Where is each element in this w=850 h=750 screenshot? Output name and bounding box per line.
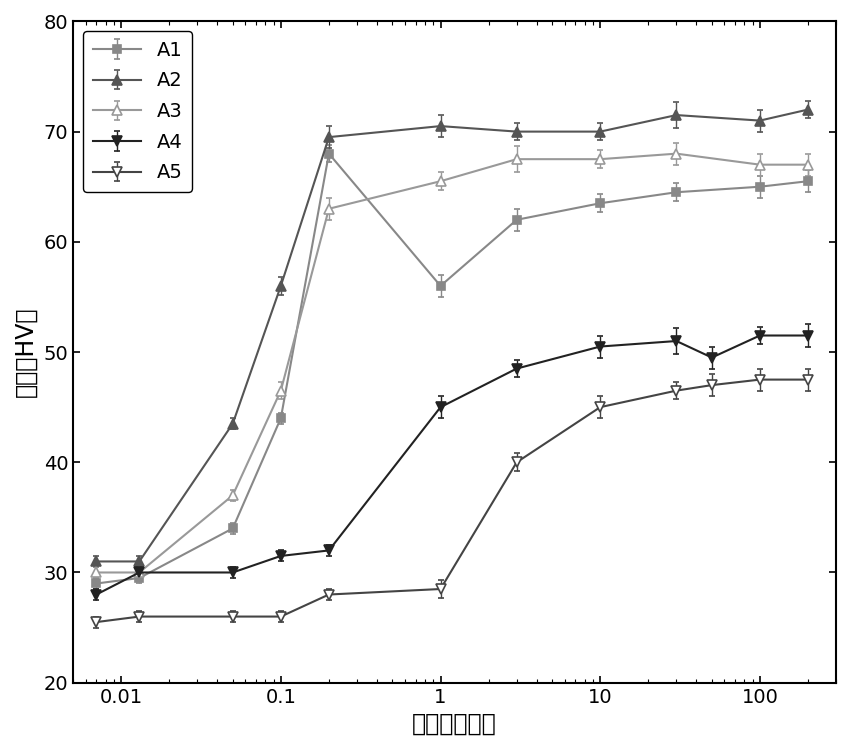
Y-axis label: 硬度（HV）: 硬度（HV） bbox=[14, 307, 38, 398]
Legend: A1, A2, A3, A4, A5: A1, A2, A3, A4, A5 bbox=[82, 31, 192, 192]
X-axis label: 时间（小时）: 时间（小时） bbox=[412, 712, 497, 736]
